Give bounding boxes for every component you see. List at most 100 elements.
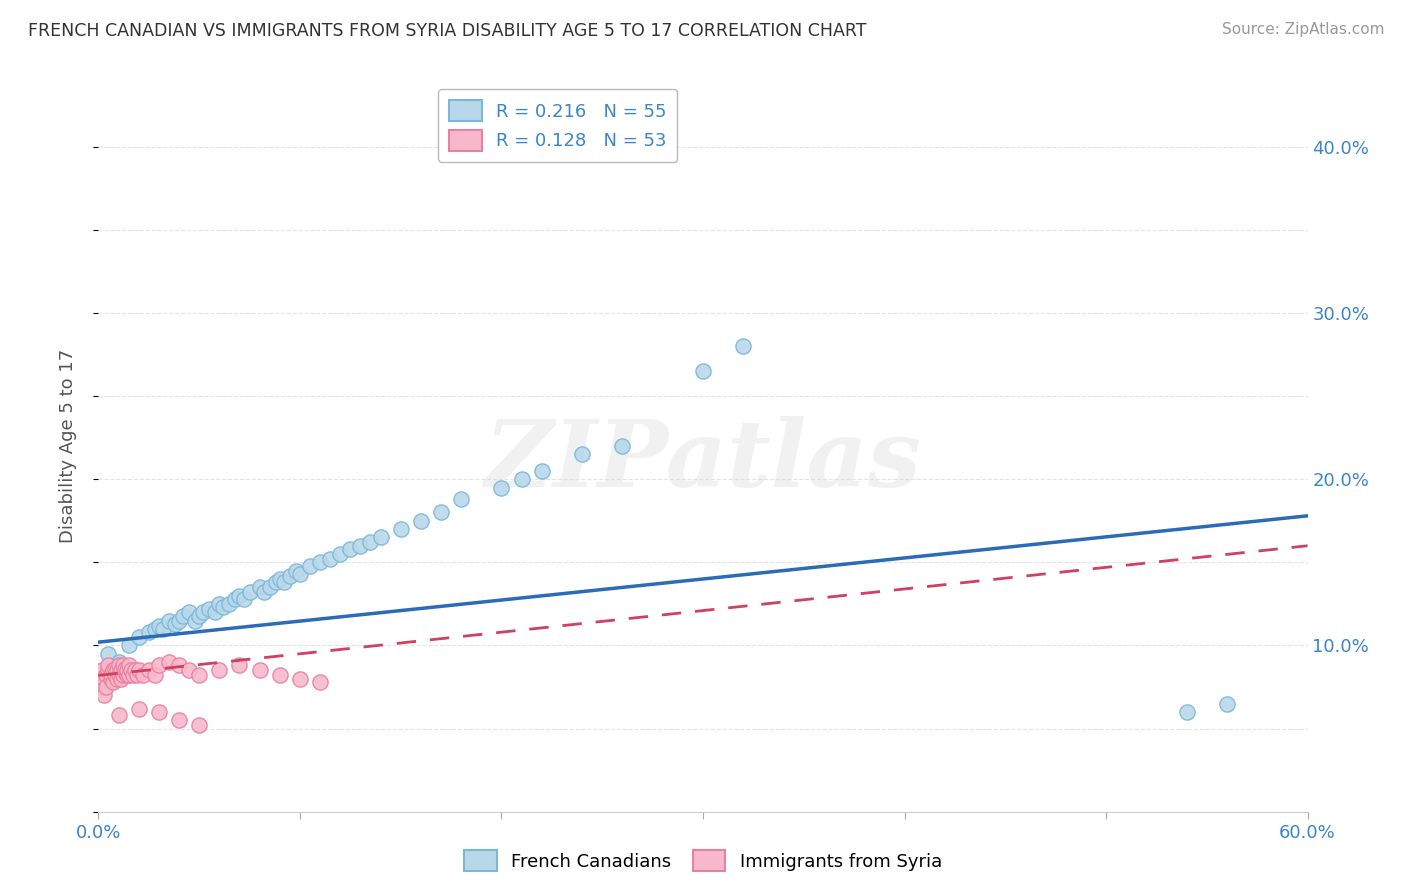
- Point: [692, 364, 714, 378]
- Point: [111, 658, 134, 673]
- Point: [228, 658, 250, 673]
- Point: [101, 664, 124, 678]
- Point: [450, 492, 472, 507]
- Point: [157, 655, 180, 669]
- Point: [253, 585, 276, 599]
- Point: [138, 625, 160, 640]
- Point: [288, 567, 311, 582]
- Point: [370, 530, 392, 544]
- Point: [143, 668, 166, 682]
- Point: [1175, 705, 1198, 719]
- Point: [179, 605, 201, 619]
- Point: [93, 672, 115, 686]
- Point: [349, 539, 371, 553]
- Point: [1216, 697, 1239, 711]
- Legend: French Canadians, Immigrants from Syria: French Canadians, Immigrants from Syria: [457, 843, 949, 879]
- Point: [91, 680, 114, 694]
- Point: [110, 664, 132, 678]
- Point: [212, 600, 235, 615]
- Point: [510, 472, 533, 486]
- Point: [259, 580, 281, 594]
- Point: [188, 608, 211, 623]
- Point: [163, 616, 186, 631]
- Text: Source: ZipAtlas.com: Source: ZipAtlas.com: [1222, 22, 1385, 37]
- Point: [167, 714, 190, 728]
- Point: [115, 664, 138, 678]
- Point: [100, 672, 122, 686]
- Point: [152, 622, 174, 636]
- Point: [264, 575, 287, 590]
- Point: [120, 664, 142, 678]
- Point: [430, 506, 453, 520]
- Point: [91, 664, 114, 678]
- Point: [309, 675, 332, 690]
- Point: [288, 672, 311, 686]
- Point: [284, 564, 307, 578]
- Point: [208, 664, 231, 678]
- Point: [132, 668, 155, 682]
- Point: [107, 668, 129, 682]
- Point: [110, 672, 132, 686]
- Point: [184, 614, 207, 628]
- Point: [111, 668, 134, 682]
- Point: [232, 591, 254, 606]
- Point: [204, 605, 226, 619]
- Point: [530, 464, 553, 478]
- Legend: R = 0.216   N = 55, R = 0.128   N = 53: R = 0.216 N = 55, R = 0.128 N = 53: [439, 89, 678, 161]
- Text: FRENCH CANADIAN VS IMMIGRANTS FROM SYRIA DISABILITY AGE 5 TO 17 CORRELATION CHAR: FRENCH CANADIAN VS IMMIGRANTS FROM SYRIA…: [28, 22, 866, 40]
- Point: [329, 547, 352, 561]
- Point: [309, 555, 332, 569]
- Point: [188, 668, 211, 682]
- Point: [124, 664, 146, 678]
- Point: [105, 672, 128, 686]
- Point: [103, 662, 125, 676]
- Point: [273, 575, 295, 590]
- Point: [228, 589, 250, 603]
- Point: [118, 658, 141, 673]
- Point: [360, 535, 382, 549]
- Point: [148, 658, 170, 673]
- Point: [571, 447, 593, 461]
- Point: [612, 439, 634, 453]
- Point: [89, 672, 111, 686]
- Point: [114, 665, 136, 679]
- Point: [239, 585, 262, 599]
- Point: [100, 666, 122, 681]
- Point: [278, 568, 301, 582]
- Point: [167, 658, 190, 673]
- Point: [97, 664, 120, 678]
- Point: [138, 664, 160, 678]
- Point: [224, 591, 246, 606]
- Point: [148, 618, 170, 632]
- Point: [733, 339, 755, 353]
- Point: [125, 668, 148, 682]
- Point: [339, 542, 361, 557]
- Point: [179, 664, 201, 678]
- Point: [107, 658, 129, 673]
- Point: [105, 664, 128, 678]
- Point: [269, 668, 291, 682]
- Point: [299, 558, 322, 573]
- Point: [101, 675, 124, 690]
- Point: [118, 639, 141, 653]
- Point: [128, 630, 150, 644]
- Point: [319, 552, 342, 566]
- Point: [118, 668, 141, 682]
- Point: [249, 580, 271, 594]
- Point: [96, 680, 118, 694]
- Point: [148, 705, 170, 719]
- Text: ZIPatlas: ZIPatlas: [485, 416, 921, 506]
- Point: [249, 664, 271, 678]
- Point: [409, 514, 432, 528]
- Point: [208, 597, 231, 611]
- Point: [389, 522, 412, 536]
- Point: [188, 718, 211, 732]
- Point: [128, 664, 150, 678]
- Point: [491, 481, 513, 495]
- Point: [93, 689, 115, 703]
- Y-axis label: Disability Age 5 to 17: Disability Age 5 to 17: [59, 349, 77, 543]
- Point: [114, 662, 136, 676]
- Point: [128, 701, 150, 715]
- Point: [97, 647, 120, 661]
- Point: [121, 668, 143, 682]
